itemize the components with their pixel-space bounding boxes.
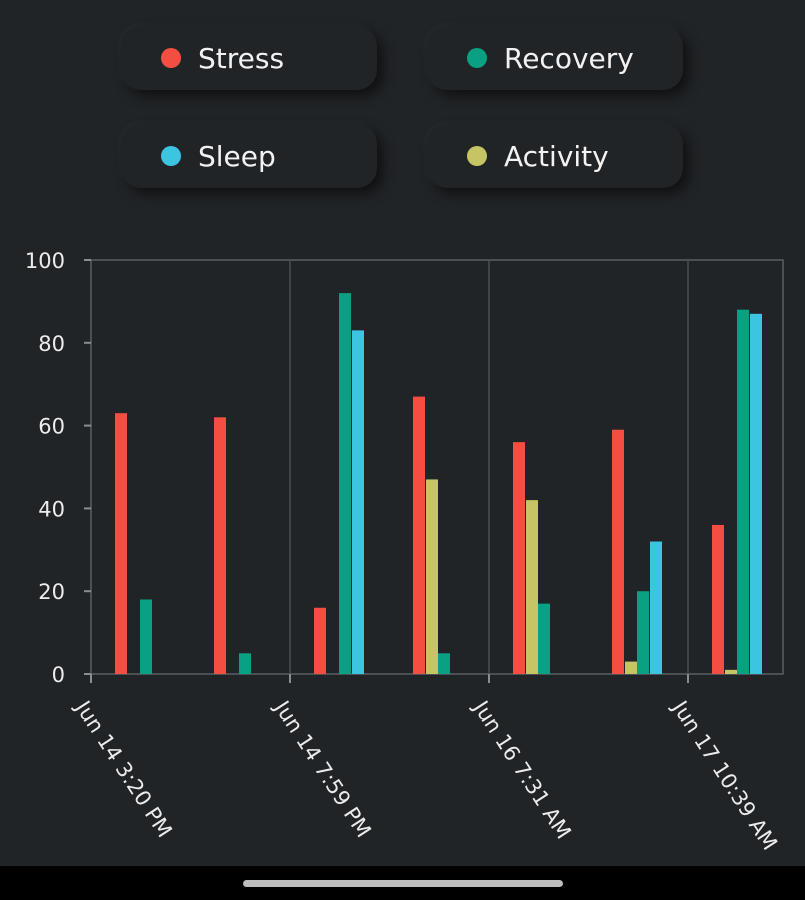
bar-recovery xyxy=(737,309,749,674)
bar-recovery xyxy=(339,293,351,674)
bar-stress xyxy=(314,607,326,674)
bar-stress xyxy=(712,524,724,674)
bar-recovery xyxy=(239,653,251,674)
y-tick-label: 100 xyxy=(25,249,65,273)
y-tick-label: 80 xyxy=(38,332,65,356)
bar-activity xyxy=(526,500,538,674)
x-tick-label: Jun 17 10:39 AM xyxy=(667,695,782,854)
x-tick-label: Jun 14 3:20 PM xyxy=(70,695,177,842)
legend-item-activity[interactable]: Activity xyxy=(427,124,683,188)
bar-activity xyxy=(725,669,737,674)
x-tick-label: Jun 16 7:31 AM xyxy=(468,695,576,843)
legend-label-sleep: Sleep xyxy=(198,139,276,173)
y-tick-label: 60 xyxy=(38,415,65,439)
bar-stress xyxy=(214,417,226,674)
bar-recovery xyxy=(637,591,649,674)
legend-label-stress: Stress xyxy=(198,41,285,75)
activity-dot-icon xyxy=(467,146,487,166)
sleep-dot-icon xyxy=(161,146,181,166)
bar-sleep xyxy=(352,330,364,674)
legend-item-stress[interactable]: Stress xyxy=(121,26,377,90)
x-tick-label: Jun 14 7:59 PM xyxy=(269,695,376,842)
bar-stress xyxy=(115,413,127,674)
y-tick-label: 20 xyxy=(38,580,65,604)
bar-stress xyxy=(413,396,425,674)
bar-stress xyxy=(513,442,525,674)
bar-activity xyxy=(625,661,637,674)
navigation-bar xyxy=(0,866,805,900)
bar-recovery xyxy=(438,653,450,674)
y-tick-label: 40 xyxy=(38,497,65,521)
legend-label-recovery: Recovery xyxy=(504,41,634,75)
bar-recovery xyxy=(140,599,152,674)
y-tick-label: 0 xyxy=(52,663,65,687)
bar-activity xyxy=(426,479,438,674)
bar-sleep xyxy=(750,313,762,674)
bar-recovery xyxy=(538,603,550,674)
recovery-dot-icon xyxy=(467,48,487,68)
bar-sleep xyxy=(650,541,662,674)
bar-chart: Jun 14 3:20 PM Jun 14 7:59 PM Jun 16 7:31 … xyxy=(25,249,784,854)
home-gesture-handle[interactable] xyxy=(243,880,563,887)
legend-label-activity: Activity xyxy=(504,139,609,173)
legend-item-sleep[interactable]: Sleep xyxy=(121,124,377,188)
bar-stress xyxy=(612,429,624,674)
legend-item-recovery[interactable]: Recovery xyxy=(427,26,683,90)
stress-dot-icon xyxy=(161,48,181,68)
